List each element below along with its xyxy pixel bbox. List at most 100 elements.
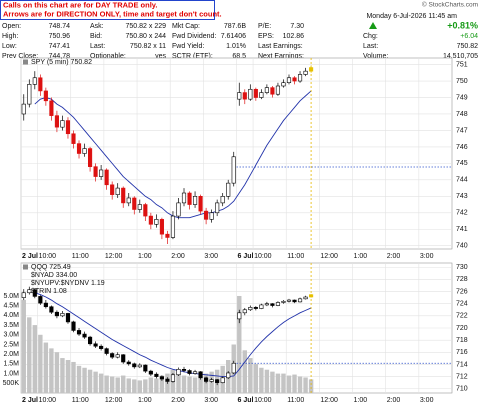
x-tick-label: 6 Jul [238, 397, 254, 404]
volume-bar [65, 360, 71, 393]
quote-label: Last Earnings: [258, 43, 303, 50]
candle-body [27, 289, 32, 294]
legend-icon [23, 264, 28, 270]
y-tick-label: 728 [456, 276, 468, 283]
quote-value: +6.04 [460, 33, 478, 40]
x-tick-label: 3:00 [420, 397, 434, 404]
candle-body [38, 296, 43, 304]
candle-body [110, 184, 115, 195]
candle-body [192, 196, 198, 205]
volume-bar [143, 379, 148, 393]
volume-bar [159, 375, 165, 393]
candle-body [204, 377, 209, 382]
candle-body [21, 103, 26, 115]
candle-body [76, 330, 82, 335]
candle-body [49, 306, 54, 313]
candle-body [88, 336, 93, 345]
candle-body [170, 215, 176, 238]
volume-bar [203, 373, 209, 393]
quote-label: Optionable: [90, 53, 126, 60]
candle-body [38, 77, 43, 92]
volume-bar [198, 375, 203, 393]
candle-body [148, 370, 153, 375]
volume-bar [32, 325, 38, 393]
candle-body [198, 196, 203, 212]
quote-label: Volume: [363, 53, 388, 60]
volume-tick-label: 1.0M [3, 370, 19, 377]
legend-entry: SPY (5 min) 750.82 [31, 59, 92, 66]
candle-body [82, 333, 87, 338]
candle-body [204, 210, 209, 220]
y-tick-label: 740 [456, 243, 468, 250]
candle-body [215, 379, 220, 383]
legend-icon [23, 59, 28, 65]
volume-bar [237, 295, 242, 393]
candle-body [264, 87, 269, 93]
y-tick-label: 720 [456, 325, 468, 332]
candle-body [170, 374, 176, 382]
x-tick-label: 1:00 [138, 397, 152, 404]
y-tick-label: 714 [456, 361, 468, 368]
moving-average [34, 292, 312, 378]
quote-value: 14,510,705 [443, 53, 478, 60]
quote-label: Last: [90, 43, 105, 50]
quote-value: 102.86 [283, 33, 305, 40]
candle-body [270, 303, 275, 306]
volume-bar [270, 371, 275, 393]
y-tick-label: 751 [456, 61, 468, 68]
candle-body [187, 370, 192, 374]
candle-body [248, 307, 253, 311]
candle-body [297, 298, 303, 303]
candle-body [154, 219, 159, 225]
x-tick-label: 12:00 [320, 397, 338, 404]
candle-body [49, 100, 54, 116]
candle-body [99, 169, 104, 177]
quote-table: Open: 748.74 Ask: 750.82 x 229 Mkt Cap: 787.6… [2, 20, 478, 59]
volume-bar [148, 377, 154, 393]
candle-body [159, 376, 164, 380]
candle-body [65, 313, 71, 323]
x-tick-label: 3:00 [204, 253, 218, 260]
quote-label: Fwd Yield: [172, 43, 204, 50]
candle-body [237, 92, 242, 100]
x-tick-label: 2 Jul [22, 397, 38, 404]
candle-body [159, 219, 164, 235]
candle-body [143, 364, 148, 372]
volume-bar [115, 377, 120, 393]
volume-bar [121, 375, 126, 393]
y-tick-label: 746 [456, 144, 468, 151]
x-tick-label: 10:00 [254, 397, 272, 404]
y-tick-label: 724 [456, 301, 468, 308]
quote-value: 750.82 x 11 [130, 43, 166, 50]
candle-body [54, 311, 59, 317]
candle-body [21, 292, 26, 298]
candle-body [110, 353, 115, 358]
x-tick-label: 12:00 [105, 253, 123, 260]
candle-body [303, 70, 308, 75]
volume-bar [87, 369, 93, 393]
candle-body [143, 204, 148, 217]
y-tick-label: 749 [456, 94, 468, 101]
volume-bar [259, 367, 264, 393]
note-box [0, 0, 215, 20]
candle-body [259, 92, 264, 98]
quote-value: 750.80 x 244 [126, 33, 167, 40]
volume-bar [109, 376, 115, 393]
candle-body [43, 302, 48, 308]
candle-body [132, 197, 137, 210]
volume-bar [71, 361, 76, 393]
y-tick-label: 726 [456, 288, 468, 295]
x-tick-label: 2:00 [171, 253, 185, 260]
x-tick-label: 6 Jul [238, 253, 254, 260]
volume-bar [43, 342, 49, 393]
quote-value: 750.82 x 229 [126, 23, 167, 30]
candle-body [137, 204, 142, 210]
y-tick-label: 744 [456, 177, 468, 184]
y-tick-label: 722 [456, 313, 468, 320]
quote-value: 7.61406 [221, 33, 246, 40]
candle-body [43, 90, 48, 102]
candle-body [121, 187, 126, 204]
quote-label: Chg: [363, 33, 378, 40]
candle-body [65, 120, 71, 135]
volume-bar [60, 358, 65, 393]
